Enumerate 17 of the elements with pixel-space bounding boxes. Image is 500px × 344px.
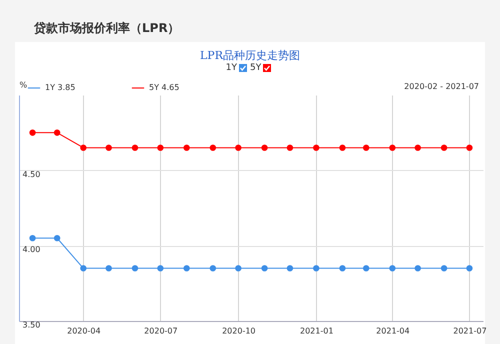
- legend-label: 1Y: [226, 63, 237, 73]
- x-tick-label: 2020-04: [67, 326, 101, 336]
- legend-label: 5Y: [250, 63, 262, 73]
- text: 1Y 3.85: [45, 83, 76, 92]
- chart-title: 贷款市场报价利率（LPR）: [34, 20, 180, 37]
- x-tick-label: 2020-10: [222, 326, 256, 336]
- y-tick-label: 3.50: [22, 320, 40, 330]
- x-tick-label: 2021-07: [453, 326, 487, 336]
- chart-subtitle: LPR品种历史走势图: [199, 48, 301, 63]
- y-axis-title: %: [20, 80, 28, 90]
- x-tick-label: 2021-04: [376, 326, 410, 336]
- text: 5Y 4.65: [149, 83, 180, 92]
- text: 2020-02 - 2021-07: [404, 82, 479, 91]
- x-tick-label: 2021-01: [300, 326, 334, 336]
- y-tick-label: 4.50: [22, 170, 40, 179]
- x-tick-label: 2020-07: [144, 326, 178, 336]
- y-tick-label: 4.00: [22, 245, 40, 254]
